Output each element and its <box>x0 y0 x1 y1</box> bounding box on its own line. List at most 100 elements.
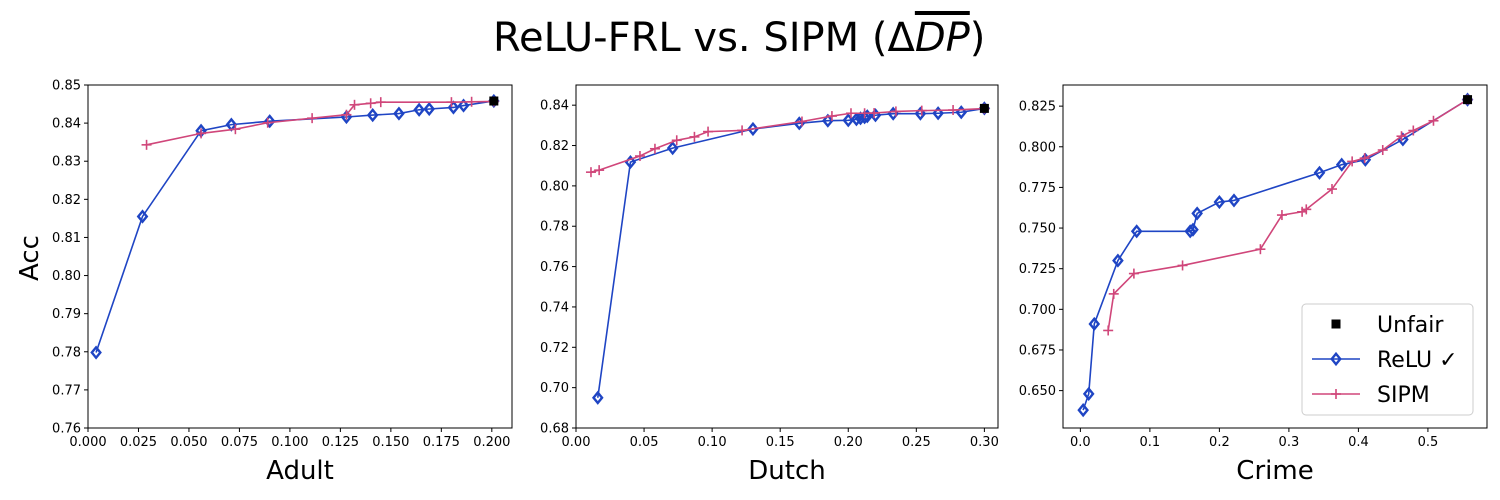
data-point <box>858 110 871 125</box>
data-point <box>869 108 880 119</box>
x-tick-label: 0.5 <box>1418 435 1439 450</box>
legend-item: ReLU ✓ <box>1312 348 1458 373</box>
data-point <box>845 108 856 119</box>
y-tick-label: 0.82 <box>540 139 569 154</box>
data-point <box>890 106 901 117</box>
x-tick-label: 0.050 <box>170 435 207 450</box>
series-relu <box>591 101 991 405</box>
y-tick-label: 0.80 <box>540 179 569 194</box>
data-point <box>365 98 376 109</box>
data-point <box>703 126 714 137</box>
data-point <box>737 125 748 136</box>
data-point <box>1377 145 1388 156</box>
series-line <box>596 107 985 398</box>
y-tick-label: 0.72 <box>540 341 569 356</box>
series-unfair <box>1463 95 1473 105</box>
data-point <box>842 113 855 128</box>
data-point <box>375 97 386 108</box>
title-symbol: DP <box>915 15 971 61</box>
data-point <box>1187 222 1199 237</box>
legend-label: ReLU ✓ <box>1377 348 1458 373</box>
data-point <box>1088 316 1101 332</box>
data-point <box>230 124 241 135</box>
x-tick-label: 0.125 <box>322 435 359 450</box>
data-point <box>1396 131 1407 142</box>
y-tick-label: 0.84 <box>52 117 81 132</box>
data-point <box>1077 403 1089 418</box>
data-point <box>262 117 273 128</box>
data-point <box>1301 204 1312 215</box>
data-point <box>466 96 477 107</box>
data-point <box>859 108 870 119</box>
figure-title: ReLU-FRL vs. SIPM (ΔDP) <box>493 15 985 61</box>
data-point <box>393 106 405 121</box>
legend-label: Unfair <box>1377 313 1444 338</box>
x-axis-label: Adult <box>266 456 334 486</box>
data-point <box>141 139 152 150</box>
x-tick-label: 0.025 <box>120 435 157 450</box>
y-axis-label: Acc <box>15 235 45 281</box>
data-point <box>689 131 700 142</box>
y-tick-label: 0.74 <box>540 300 569 315</box>
y-tick-label: 0.85 <box>52 79 81 94</box>
data-point <box>1112 253 1124 268</box>
x-tick-label: 0.30 <box>970 435 999 450</box>
y-tick-label: 0.825 <box>1019 100 1056 115</box>
data-point <box>649 143 660 154</box>
x-tick-label: 0.000 <box>69 435 106 450</box>
data-point <box>932 106 944 121</box>
x-tick-label: 0.150 <box>372 435 409 450</box>
series-sipm <box>141 96 499 150</box>
panels: 0.000 0.025 0.050 0.075 0.100 0.125 0.150 0.175… <box>52 79 1488 486</box>
data-point <box>1108 288 1119 299</box>
y-tick-label: 0.80 <box>52 269 81 284</box>
x-tick-label: 0.25 <box>902 435 931 450</box>
y-tick-label: 0.78 <box>540 220 569 235</box>
data-point <box>1177 260 1188 271</box>
data-point <box>447 100 460 115</box>
x-tick-label: 0.0 <box>1070 435 1091 450</box>
y-tick-label: 0.76 <box>540 260 569 275</box>
y-tick-label: 0.78 <box>52 345 81 360</box>
data-point <box>446 97 457 108</box>
data-point <box>341 109 352 120</box>
data-point <box>1128 268 1139 279</box>
x-tick-label: 0.200 <box>473 435 510 450</box>
data-point <box>423 101 436 117</box>
legend-label: SIPM <box>1377 383 1430 408</box>
x-tick-label: 0.100 <box>271 435 308 450</box>
x-tick-label: 0.20 <box>834 435 863 450</box>
series-line <box>1082 98 1468 411</box>
x-tick-label: 0.05 <box>630 435 659 450</box>
series-unfair <box>979 103 989 113</box>
data-point <box>1103 325 1114 336</box>
y-tick-label: 0.800 <box>1019 140 1056 155</box>
y-tick-label: 0.84 <box>540 99 569 114</box>
data-point <box>1359 153 1370 164</box>
y-tick-label: 0.70 <box>540 381 569 396</box>
data-point <box>349 99 360 110</box>
series-line <box>95 100 494 353</box>
y-tick-label: 0.675 <box>1019 343 1056 358</box>
legend-item: SIPM <box>1312 383 1430 408</box>
x-axis-label: Crime <box>1236 456 1313 486</box>
data-point <box>822 113 834 128</box>
data-point <box>666 141 679 156</box>
title-close: ) <box>970 15 986 61</box>
y-tick-label: 0.650 <box>1019 384 1056 399</box>
x-tick-label: 0.10 <box>698 435 727 450</box>
x-tick-label: 0.4 <box>1348 435 1369 450</box>
data-point <box>413 102 425 117</box>
data-point <box>1213 194 1226 210</box>
x-tick-label: 0.15 <box>766 435 795 450</box>
y-tick-label: 0.750 <box>1019 222 1056 237</box>
data-point <box>1228 193 1240 208</box>
legend-marker <box>1331 319 1341 329</box>
data-point <box>1347 156 1358 167</box>
data-point <box>1408 125 1419 136</box>
data-point <box>634 151 645 162</box>
series-line <box>1107 98 1468 331</box>
legend-marker <box>1331 389 1341 399</box>
data-point <box>826 111 837 122</box>
